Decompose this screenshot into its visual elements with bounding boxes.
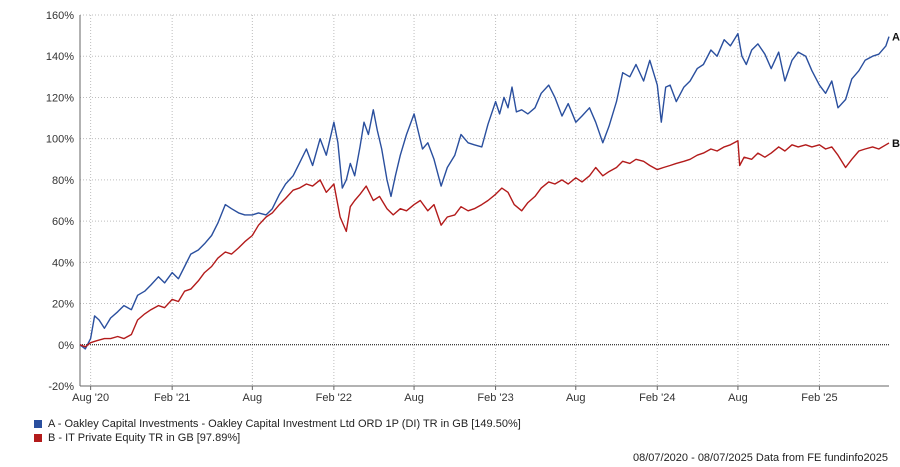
y-tick-label: -20%	[48, 381, 74, 393]
x-tick-label: Feb '23	[477, 392, 513, 404]
x-tick-label: Aug	[404, 392, 424, 404]
y-tick-label: 100%	[46, 134, 74, 146]
end-labels: AB	[892, 32, 900, 150]
legend-swatch-b	[34, 434, 42, 442]
y-tick-label: 60%	[52, 216, 74, 228]
y-tick-label: 140%	[46, 51, 74, 63]
gridlines	[80, 14, 889, 387]
x-tick-label: Feb '24	[639, 392, 675, 404]
legend: A - Oakley Capital Investments - Oakley …	[34, 417, 521, 445]
x-tick-label: Aug	[243, 392, 263, 404]
x-tick-label: Aug	[728, 392, 748, 404]
y-tick-label: 20%	[52, 299, 74, 311]
y-tick-label: 0%	[58, 340, 74, 352]
legend-item-a: A - Oakley Capital Investments - Oakley …	[34, 417, 521, 431]
legend-swatch-a	[34, 420, 42, 428]
x-tick-label: Feb '22	[316, 392, 352, 404]
series-line-a	[79, 32, 890, 350]
legend-item-b: B - IT Private Equity TR in GB [97.89%]	[34, 431, 521, 445]
axes: -20% 0% 20% 40% 60% 80% 100% 120% 140% 160% Aug '2…	[46, 10, 889, 404]
y-tick-label: 80%	[52, 175, 74, 187]
date-range-source: 08/07/2020 - 08/07/2025 Data from FE fun…	[632, 452, 888, 464]
x-tick-label: Feb '21	[154, 392, 190, 404]
series-line-b	[79, 140, 890, 348]
series-lines	[79, 32, 890, 350]
x-tick-label: Feb '25	[801, 392, 837, 404]
performance-chart: -20% 0% 20% 40% 60% 80% 100% 120% 140% 160% Aug '2…	[46, 10, 900, 404]
x-tick-label: Aug '20	[72, 392, 109, 404]
x-tick-label: Aug	[566, 392, 586, 404]
legend-label-b: B - IT Private Equity TR in GB [97.89%]	[48, 432, 241, 444]
y-tick-label: 40%	[52, 257, 74, 269]
series-end-label-b: B	[892, 138, 900, 150]
legend-label-a: A - Oakley Capital Investments - Oakley …	[48, 418, 521, 430]
series-end-label-a: A	[892, 32, 900, 44]
y-tick-label: 120%	[46, 92, 74, 104]
y-tick-label: 160%	[46, 10, 74, 22]
